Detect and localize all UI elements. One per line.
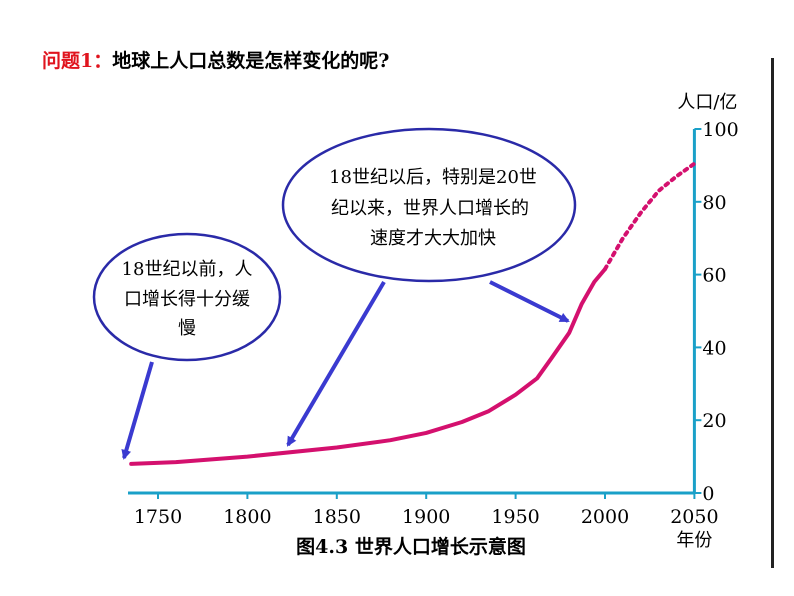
y-tick-label: 40 [702,337,726,359]
x-tick-label: 1850 [313,506,361,528]
bubble-top-line: 速度才大大加快 [370,228,496,249]
y-tick-label: 20 [702,410,726,432]
figure-caption: 图4.3 世界人口增长示意图 [296,536,526,558]
population-line [129,267,607,466]
bubble-top-line: 18世纪以后，特别是20世 [329,167,537,188]
x-axis-label: 年份 [676,530,712,551]
bubble-top-line: 纪以来，世界人口增长的 [331,198,529,219]
question-body: 地球上人口总数是怎样变化的呢? [112,50,390,72]
slide-divider [771,58,774,568]
arrow-left [121,361,154,460]
population-curve [129,161,697,466]
y-tick-label: 100 [702,119,738,141]
y-tick-label: 60 [702,265,726,287]
bubble-left-line: 慢 [178,318,196,339]
arrow-middle [286,280,386,447]
x-tick-label: 1750 [134,506,182,528]
x-tick-label: 1800 [223,506,271,528]
x-tick-label: 2050 [670,506,718,528]
projection-line [603,161,697,272]
bubble-left-line: 口增长得十分缓 [124,289,250,310]
bubble-left [92,232,282,362]
callouts: 18世纪以前，人 口增长得十分缓 慢 18世纪以后，特别是20世 纪以来，世界人… [92,127,577,460]
x-tick-label: 2000 [581,506,629,528]
y-tick-label: 0 [702,483,714,505]
bubble-top [281,127,577,283]
y-tick-label: 80 [702,192,726,214]
y-axis-label: 人口/亿 [677,92,737,113]
question-text: 问题1：地球上人口总数是怎样变化的呢? [42,46,389,73]
x-tick-label: 1950 [491,506,539,528]
bubble-left-line: 18世纪以前，人 [122,259,253,280]
arrow-right [489,280,570,323]
question-label: 问题1： [42,50,113,72]
x-tick-label: 1900 [402,506,450,528]
